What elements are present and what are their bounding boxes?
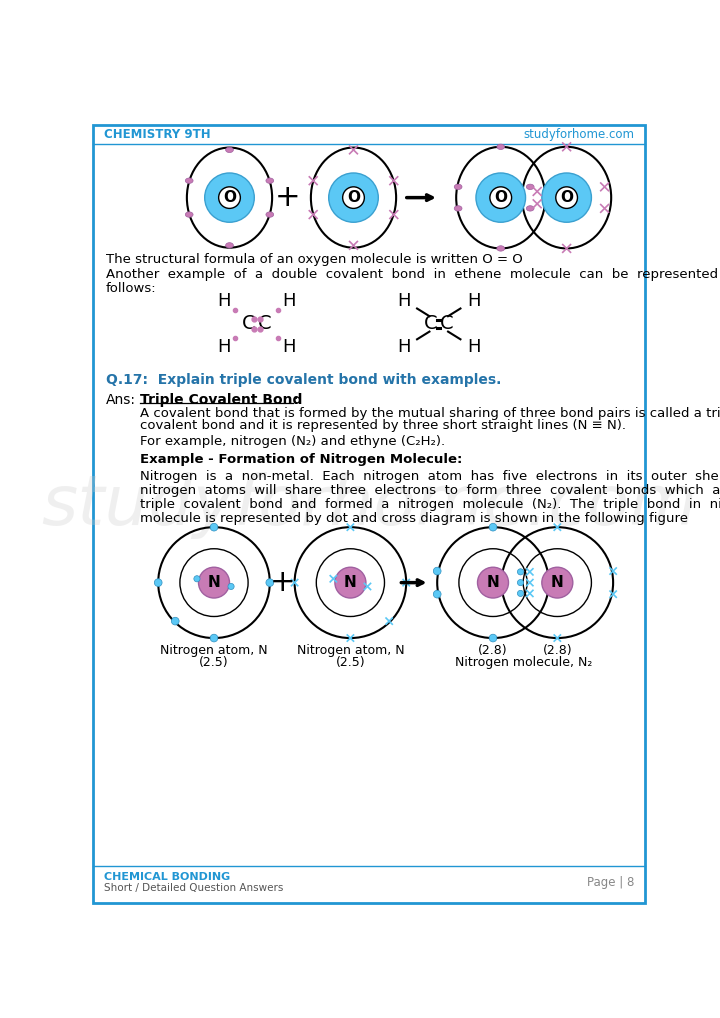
Text: Example - Formation of Nitrogen Molecule:: Example - Formation of Nitrogen Molecule…	[140, 453, 463, 466]
Text: N: N	[344, 575, 357, 590]
Text: Triple Covalent Bond: Triple Covalent Bond	[140, 393, 302, 407]
Circle shape	[477, 567, 508, 598]
Circle shape	[266, 579, 274, 586]
FancyBboxPatch shape	[93, 125, 645, 903]
Ellipse shape	[454, 206, 462, 211]
Text: O: O	[223, 190, 236, 205]
Circle shape	[476, 173, 526, 222]
Circle shape	[204, 173, 254, 222]
Circle shape	[210, 634, 218, 642]
Text: Another  example  of  a  double  covalent  bond  in  ethene  molecule  can  be  : Another example of a double covalent bon…	[106, 269, 720, 281]
Circle shape	[433, 567, 441, 575]
Circle shape	[490, 187, 512, 209]
Circle shape	[489, 634, 497, 642]
Circle shape	[335, 567, 366, 598]
Text: Q.17:  Explain triple covalent bond with examples.: Q.17: Explain triple covalent bond with …	[106, 374, 501, 387]
Circle shape	[518, 579, 523, 585]
Text: Ans:: Ans:	[106, 393, 135, 407]
Text: C: C	[242, 315, 256, 334]
Text: N: N	[487, 575, 500, 590]
Text: O: O	[347, 190, 360, 205]
Circle shape	[343, 187, 364, 209]
Text: Nitrogen  is  a  non-metal.  Each  nitrogen  atom  has  five  electrons  in  its: Nitrogen is a non-metal. Each nitrogen a…	[140, 470, 720, 484]
Ellipse shape	[266, 178, 274, 183]
Text: N: N	[551, 575, 564, 590]
Circle shape	[518, 590, 523, 597]
Circle shape	[228, 583, 234, 589]
Text: Page | 8: Page | 8	[587, 876, 634, 890]
Ellipse shape	[497, 245, 505, 251]
Text: Nitrogen atom, N: Nitrogen atom, N	[297, 644, 404, 658]
Text: Short / Detailed Question Answers: Short / Detailed Question Answers	[104, 883, 284, 893]
Text: C: C	[440, 315, 454, 334]
Text: H: H	[217, 292, 231, 309]
Text: N: N	[207, 575, 220, 590]
Ellipse shape	[266, 212, 274, 217]
Text: H: H	[397, 338, 410, 356]
Ellipse shape	[225, 148, 233, 153]
Circle shape	[489, 523, 497, 531]
Text: O: O	[560, 190, 573, 205]
Text: H: H	[397, 292, 410, 309]
Text: covalent bond and it is represented by three short straight lines (N ≡ N).: covalent bond and it is represented by t…	[140, 419, 626, 433]
Circle shape	[199, 567, 230, 598]
Text: H: H	[282, 292, 296, 309]
Circle shape	[542, 173, 591, 222]
Text: C: C	[258, 315, 271, 334]
Text: H: H	[217, 338, 231, 356]
Circle shape	[219, 187, 240, 209]
Text: Nitrogen atom, N: Nitrogen atom, N	[160, 644, 268, 658]
Ellipse shape	[497, 145, 505, 150]
Circle shape	[329, 173, 378, 222]
Text: A covalent bond that is formed by the mutual sharing of three bond pairs is call: A covalent bond that is formed by the mu…	[140, 407, 720, 420]
Ellipse shape	[454, 184, 462, 189]
Text: CHEMISTRY 9TH: CHEMISTRY 9TH	[104, 128, 210, 140]
Circle shape	[210, 523, 218, 531]
Text: (2.8): (2.8)	[542, 644, 572, 658]
Text: For example, nitrogen (N₂) and ethyne (C₂H₂).: For example, nitrogen (N₂) and ethyne (C…	[140, 435, 446, 448]
Text: +: +	[275, 183, 300, 212]
Ellipse shape	[526, 184, 534, 189]
Text: The structural formula of an oxygen molecule is written O = O: The structural formula of an oxygen mole…	[106, 253, 522, 266]
Ellipse shape	[225, 242, 233, 248]
Text: H: H	[282, 338, 296, 356]
Circle shape	[171, 617, 179, 625]
Text: H: H	[467, 338, 480, 356]
Circle shape	[518, 569, 523, 575]
Ellipse shape	[185, 212, 193, 217]
Ellipse shape	[526, 206, 534, 211]
Circle shape	[154, 579, 162, 586]
Text: +: +	[269, 568, 295, 598]
Text: (2.5): (2.5)	[336, 656, 365, 669]
Circle shape	[433, 590, 441, 598]
Text: nitrogen  atoms  will  share  three  electrons  to  form  three  covalent  bonds: nitrogen atoms will share three electron…	[140, 485, 720, 497]
Text: Nitrogen molecule, N₂: Nitrogen molecule, N₂	[455, 656, 593, 669]
Circle shape	[194, 576, 200, 582]
Text: :: :	[293, 393, 297, 407]
Ellipse shape	[185, 178, 193, 183]
Text: (2.8): (2.8)	[478, 644, 508, 658]
Circle shape	[542, 567, 573, 598]
Text: studyforhome.com: studyforhome.com	[523, 128, 634, 140]
Text: C: C	[424, 315, 438, 334]
Text: molecule is represented by dot and cross diagram is shown in the following figur: molecule is represented by dot and cross…	[140, 512, 688, 525]
Text: O: O	[494, 190, 508, 205]
Text: CHEMICAL BONDING: CHEMICAL BONDING	[104, 871, 230, 882]
Text: triple  covalent  bond  and  formed  a  nitrogen  molecule  (N₂).  The  triple  : triple covalent bond and formed a nitrog…	[140, 498, 720, 511]
Text: follows:: follows:	[106, 282, 156, 294]
Text: studyforhome.com: studyforhome.com	[41, 472, 697, 540]
Text: (2.5): (2.5)	[199, 656, 229, 669]
Circle shape	[556, 187, 577, 209]
Text: H: H	[467, 292, 480, 309]
